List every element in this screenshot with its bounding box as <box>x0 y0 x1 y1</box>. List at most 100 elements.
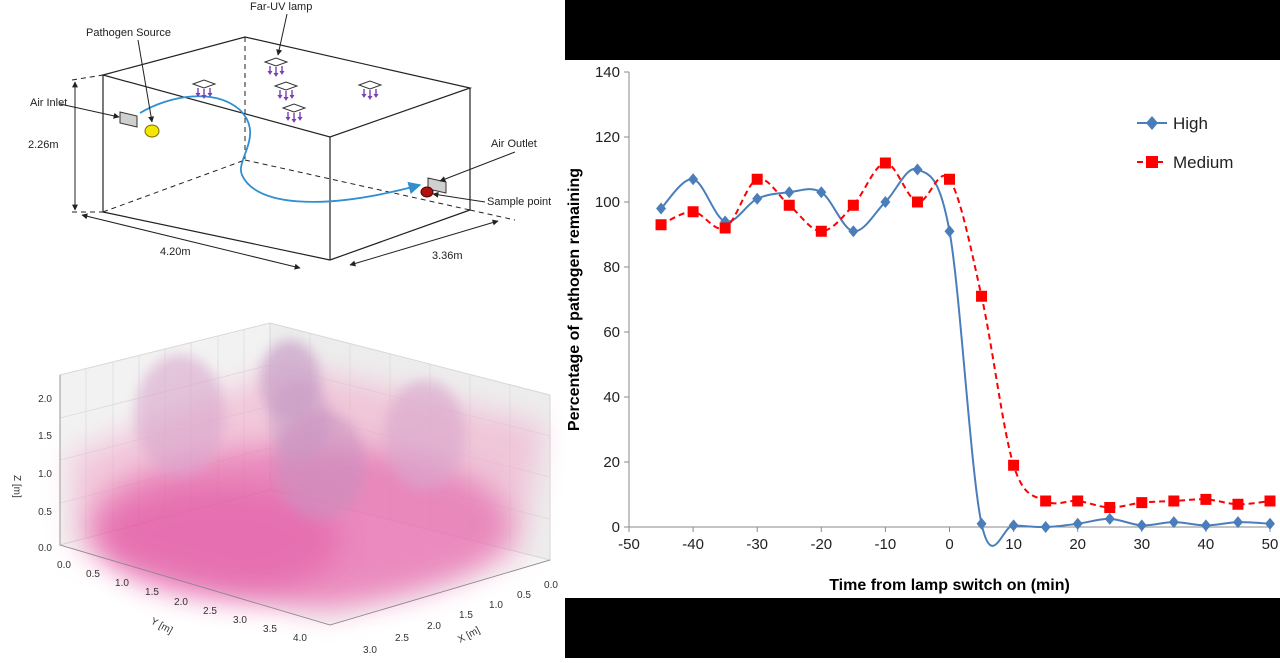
legend-marker-high <box>1146 116 1158 130</box>
z-tick: 0.5 <box>38 507 52 518</box>
x-tick-label: -40 <box>682 536 704 553</box>
y-tick: 2.5 <box>203 606 217 617</box>
room-schematic-svg: 2.26m 4.20m 3.36m <box>28 1 551 270</box>
x-tick-label: 0 <box>945 536 953 553</box>
source-callout-line <box>137 39 155 123</box>
data-point-medium <box>847 199 859 211</box>
airflow-path <box>139 95 422 203</box>
lamp-icon <box>357 80 383 100</box>
x-tick: 1.0 <box>489 600 503 611</box>
pathogen-source-label: Pathogen Source <box>86 27 171 39</box>
sample-point-icon <box>420 186 434 198</box>
data-point-medium <box>783 199 795 211</box>
y-tick: 4.0 <box>293 633 307 644</box>
outlet-callout-line <box>439 151 516 182</box>
legend-marker-medium <box>1146 156 1158 168</box>
y-tick-label: 100 <box>595 194 620 211</box>
data-point-high <box>1168 516 1179 529</box>
data-point-medium <box>1264 495 1276 507</box>
data-point-high <box>1200 519 1211 532</box>
room-hidden-edges <box>71 37 516 221</box>
y-tick: 3.5 <box>263 624 277 635</box>
data-point-medium <box>1168 495 1180 507</box>
length-dimension-line <box>81 213 301 270</box>
data-point-high <box>752 192 763 205</box>
y-axis-label: Y [m] <box>149 616 175 637</box>
data-point-high <box>976 517 987 530</box>
x-tick: 1.5 <box>459 610 473 621</box>
y-tick: 0.5 <box>86 569 100 580</box>
data-point-medium <box>879 157 891 169</box>
y-tick-label: 60 <box>603 324 620 341</box>
data-point-medium <box>911 196 923 208</box>
data-point-medium <box>719 222 731 234</box>
x-tick-label: -50 <box>618 536 640 553</box>
data-point-medium <box>1040 495 1052 507</box>
sample-callout-line <box>432 191 486 203</box>
uv-fluence-cloud <box>70 340 545 615</box>
far-uv-lamps <box>191 57 383 123</box>
lamp-icon <box>281 103 307 123</box>
data-point-medium <box>944 173 955 185</box>
data-point-medium <box>815 225 827 237</box>
pathogen-chart: 0 20 40 60 80 100 120 140 -50 -40 -30 -20 -10 0 10 20 30… <box>565 60 1280 598</box>
far-uv-lamp-label: Far-UV lamp <box>250 1 312 13</box>
pathogen-source-icon <box>144 124 160 138</box>
y-tick-label: 40 <box>603 389 620 406</box>
z-tick-labels: 0.0 0.5 1.0 1.5 2.0 <box>38 394 52 554</box>
room-schematic: 2.26m 4.20m 3.36m <box>0 0 565 300</box>
x-tick: 0.5 <box>517 590 531 601</box>
x-tick-label: 40 <box>1198 536 1215 553</box>
data-point-high <box>1072 517 1083 530</box>
y-tick-label: 0 <box>612 519 620 536</box>
x-tick-label: -10 <box>875 536 897 553</box>
y-tick: 2.0 <box>174 597 188 608</box>
data-point-high <box>912 163 923 176</box>
data-point-high <box>1040 521 1051 533</box>
z-tick: 2.0 <box>38 394 52 405</box>
x-tick: 2.5 <box>395 633 409 644</box>
y-tick: 1.5 <box>145 587 159 598</box>
chart-axes: 0 20 40 60 80 100 120 140 -50 -40 -30 -20 -10 0 10 20 30… <box>595 64 1278 553</box>
data-point-high <box>784 186 795 199</box>
z-tick: 0.0 <box>38 543 52 554</box>
data-point-medium <box>687 206 699 218</box>
data-point-high <box>656 202 667 215</box>
chart-series <box>655 157 1276 547</box>
lamp-callout-line <box>276 13 288 56</box>
pathogen-chart-panel: 0 20 40 60 80 100 120 140 -50 -40 -30 -20 -10 0 10 20 30… <box>565 0 1280 658</box>
data-point-high <box>1265 517 1275 530</box>
data-point-medium <box>1008 459 1020 471</box>
x-tick-label: 10 <box>1005 536 1022 553</box>
legend-label-medium: Medium <box>1173 153 1233 172</box>
y-tick: 3.0 <box>233 615 247 626</box>
series-line-medium <box>660 161 1271 509</box>
x-tick: 0.0 <box>544 580 558 591</box>
y-tick-labels: 0.0 0.5 1.0 1.5 2.0 2.5 3.0 3.5 4.0 <box>57 560 307 644</box>
lamp-icon <box>263 57 289 77</box>
chart-legend: High Medium <box>1137 114 1233 172</box>
x-axis-label: X [m] <box>456 625 482 646</box>
x-tick-label: 30 <box>1133 536 1150 553</box>
data-point-high <box>688 173 699 186</box>
x-tick: 3.0 <box>363 645 377 656</box>
x-tick-label: -30 <box>746 536 768 553</box>
x-tick-label: 50 <box>1262 536 1279 553</box>
height-label: 2.26m <box>28 139 59 151</box>
length-label: 4.20m <box>160 246 191 258</box>
width-dimension-line <box>349 219 499 267</box>
data-point-medium <box>1136 497 1148 509</box>
z-tick: 1.5 <box>38 431 52 442</box>
y-tick-label: 20 <box>603 454 620 471</box>
y-tick: 1.0 <box>115 578 129 589</box>
air-inlet-label: Air Inlet <box>30 97 67 109</box>
data-point-high <box>1008 519 1019 532</box>
data-point-medium <box>1200 493 1212 505</box>
x-tick: 2.0 <box>427 621 441 632</box>
uv-fluence-3d-plot: 0.0 0.5 1.0 1.5 2.0 Z [m] 0.0 0.5 1.0 1.… <box>0 305 565 658</box>
legend-label-high: High <box>1173 114 1208 133</box>
x-tick-label: 20 <box>1069 536 1086 553</box>
data-point-high <box>1136 519 1147 532</box>
lamp-icon <box>191 79 217 99</box>
z-tick: 1.0 <box>38 469 52 480</box>
